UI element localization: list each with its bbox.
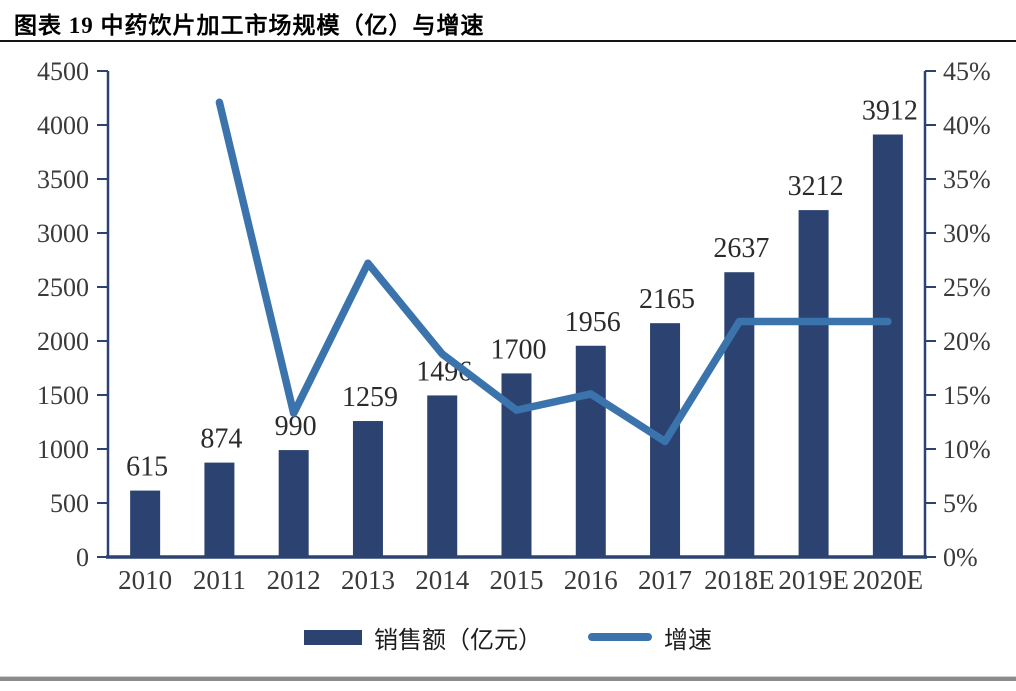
bar-2020E (872, 134, 903, 557)
right-tick-label: 5% (943, 489, 978, 518)
bar-value-label: 615 (126, 452, 168, 483)
bar-series-swatch (304, 629, 362, 645)
bar-2011 (204, 462, 235, 557)
left-tick-label: 3000 (37, 219, 89, 248)
bar-2012 (278, 450, 309, 557)
x-tick-label: 2012 (267, 565, 321, 595)
bar-value-label: 3912 (862, 96, 918, 127)
right-tick-label: 15% (943, 381, 991, 410)
right-tick-label: 40% (943, 111, 991, 140)
legend-item-growth: 增速 (588, 620, 712, 655)
legend-label-sales: 销售额（亿元） (374, 627, 542, 654)
figure-title: 图表 19 中药饮片加工市场规模（亿）与增速 (14, 13, 485, 38)
bar-2013 (352, 421, 383, 557)
right-tick-label: 20% (943, 327, 991, 356)
x-tick-label: 2013 (341, 565, 395, 595)
left-tick-label: 2500 (37, 273, 89, 302)
legend-label-growth: 增速 (664, 627, 712, 654)
bar-value-label: 1259 (342, 382, 398, 413)
bar-value-label: 2637 (713, 233, 769, 264)
right-tick-label: 45% (943, 57, 991, 86)
right-tick-label: 35% (943, 165, 991, 194)
left-tick-label: 0 (76, 543, 89, 572)
right-tick-label: 0% (943, 543, 978, 572)
x-tick-label: 2010 (118, 565, 172, 595)
left-tick-label: 4000 (37, 111, 89, 140)
growth-line (215, 98, 892, 446)
chart-legend: 销售额（亿元） 增速 (0, 620, 1016, 654)
bar-value-label: 3212 (788, 171, 844, 202)
x-tick-label: 2018E (704, 565, 775, 595)
x-tick-label: 2014 (415, 565, 470, 595)
legend-item-sales: 销售额（亿元） (304, 620, 542, 655)
bar-value-label: 1956 (565, 307, 621, 338)
title-underline (0, 40, 1016, 42)
right-tick-label: 30% (943, 219, 991, 248)
left-tick-label: 4500 (37, 57, 89, 86)
x-tick-label: 2017 (638, 565, 692, 595)
market-size-growth-chart: 0 500 1000 1500 2000 2500 3000 3500 4000 4500 0% 5%… (37, 57, 991, 595)
left-tick-label: 2000 (37, 327, 89, 356)
left-tick-label: 3500 (37, 165, 89, 194)
bar-2018E (724, 272, 755, 557)
x-tick-label: 2011 (193, 565, 246, 595)
x-tick-label: 2016 (564, 565, 618, 595)
left-tick-label: 500 (50, 489, 89, 518)
left-tick-label: 1500 (37, 381, 89, 410)
bar-value-label: 2165 (639, 284, 695, 315)
bottom-divider (0, 676, 1016, 681)
bar-2019E (798, 210, 829, 557)
right-tick-label: 10% (943, 435, 991, 464)
bar-value-label: 1700 (491, 334, 547, 365)
bar-2014 (427, 395, 458, 557)
bar-value-label: 874 (200, 424, 242, 455)
x-tick-label: 2020E (853, 565, 924, 595)
bar-2010 (130, 490, 161, 557)
left-tick-label: 1000 (37, 435, 89, 464)
x-tick-label: 2015 (490, 565, 544, 595)
right-tick-label: 25% (943, 273, 991, 302)
x-tick-label: 2019E (778, 565, 849, 595)
bar-2016 (575, 345, 606, 557)
line-series-swatch (588, 633, 652, 641)
